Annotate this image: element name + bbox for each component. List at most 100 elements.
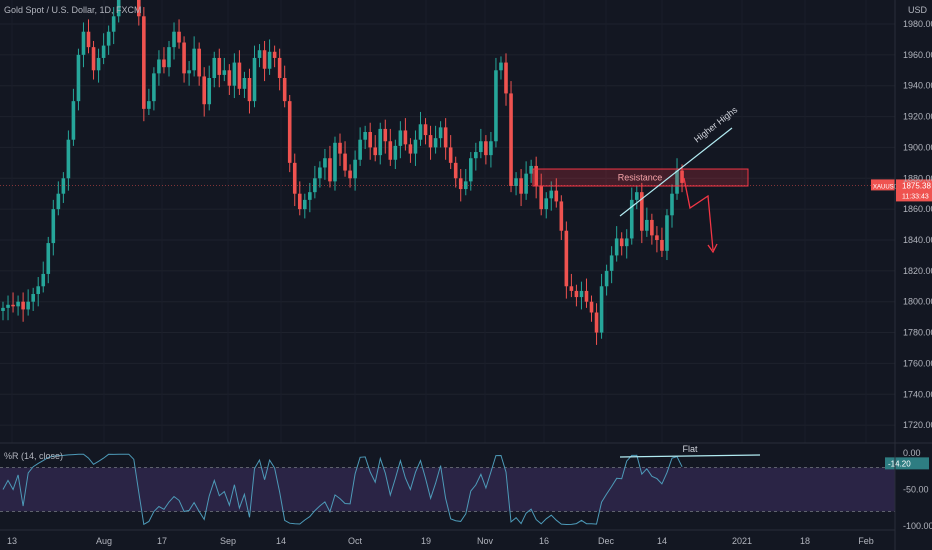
candle-body (137, 0, 141, 17)
resistance-label: Resistance (618, 173, 663, 183)
candle-body (348, 170, 352, 179)
candle-body (650, 219, 654, 236)
symbol-title[interactable]: Gold Spot / U.S. Dollar, 1D, FXCM (4, 5, 142, 15)
candle-body (368, 131, 372, 148)
candle-body (16, 301, 20, 307)
projection-arrowhead (707, 243, 718, 254)
candle-body (624, 238, 629, 247)
price-tick-label: 1960.00 (903, 50, 932, 60)
candle-body (76, 54, 81, 102)
candle-body (292, 162, 297, 194)
candle-body (494, 70, 498, 142)
candle-body (634, 192, 639, 200)
candle-body (680, 170, 684, 183)
candle-body (534, 165, 538, 186)
oscillator-tick-label: -100.00 (903, 521, 932, 531)
candle-body (468, 158, 473, 182)
candle-body (328, 158, 332, 182)
candle-body (499, 62, 503, 71)
candle-body (96, 57, 101, 71)
candle-body (282, 77, 287, 102)
grid-lines (0, 23, 895, 426)
candle-body (56, 193, 61, 210)
oscillator-value-badge (885, 457, 929, 470)
candle-body (353, 159, 357, 179)
candle-body (433, 138, 438, 148)
candle-body (453, 162, 458, 179)
price-tick-label: 1980.00 (903, 19, 932, 29)
candle-body (479, 141, 483, 153)
candle-body (202, 76, 206, 105)
oscillator-pane[interactable]: Flat -14.20 (0, 442, 932, 550)
candle-body (559, 201, 564, 231)
candle-body (81, 31, 86, 55)
candle-body (41, 273, 46, 287)
candle-body (599, 286, 604, 333)
candle-body (388, 141, 393, 160)
oscillator-tick-label: -50.00 (903, 485, 929, 495)
candle-body (675, 170, 679, 194)
candle-body (21, 301, 25, 310)
symbol-price-tag (871, 179, 895, 191)
time-tick-label: 18 (800, 536, 810, 546)
candle-body (6, 304, 10, 308)
candle-body (373, 147, 378, 156)
candle-body (554, 190, 559, 202)
candle-body (343, 153, 347, 171)
candle-body (524, 173, 528, 194)
candle-body (152, 73, 156, 102)
candle-body (383, 128, 388, 142)
candle-body (212, 57, 217, 78)
candle-body (539, 185, 544, 210)
candle-body (277, 57, 282, 78)
candle-body (443, 127, 448, 148)
candle-body (297, 193, 302, 210)
time-tick-label: Nov (477, 536, 494, 546)
candle-body (162, 59, 166, 68)
candle-body (308, 192, 312, 200)
candle-body (589, 301, 594, 313)
time-tick-label: 13 (7, 536, 17, 546)
candle-body (36, 286, 41, 294)
time-tick-label: Sep (220, 536, 236, 546)
price-tick-label: 1860.00 (903, 204, 932, 214)
oscillator-value-text: -14.20 (888, 459, 911, 468)
candle-body (514, 178, 518, 186)
candle-body (549, 190, 554, 199)
symbol-label: XAUUSD (873, 184, 899, 190)
oscillator-title[interactable]: %R (14, close) (4, 451, 64, 461)
candle-body (177, 31, 181, 43)
price-tick-label: 1900.00 (903, 142, 932, 152)
candle-body (51, 209, 56, 244)
candle-body (645, 219, 649, 231)
time-tick-label: 2021 (732, 536, 752, 546)
time-tick-label: Aug (96, 536, 112, 546)
candle-body (272, 51, 277, 58)
candle-body (358, 139, 362, 160)
candle-body (398, 130, 403, 146)
candle-body (147, 101, 151, 109)
candle-body (474, 152, 478, 159)
candle-body (519, 178, 523, 194)
candle-body (11, 304, 15, 307)
candle-body (655, 235, 659, 240)
price-tick-label: 1780.00 (903, 328, 932, 338)
candle-body (614, 238, 619, 256)
candle-body (484, 141, 488, 156)
candle-body (393, 145, 398, 160)
candle-body (172, 31, 176, 48)
price-tick-label: 1820.00 (903, 266, 932, 276)
candle-body (86, 31, 91, 48)
candle-body (101, 45, 106, 58)
price-candles[interactable] (1, 0, 684, 345)
candle-body (504, 62, 508, 94)
candle-body (303, 199, 307, 210)
candle-body (157, 59, 161, 74)
candle-body (594, 312, 599, 333)
price-tick-label: 1800.00 (903, 297, 932, 307)
candle-body (26, 301, 30, 310)
candle-body (142, 16, 146, 109)
candle-body (31, 293, 35, 302)
